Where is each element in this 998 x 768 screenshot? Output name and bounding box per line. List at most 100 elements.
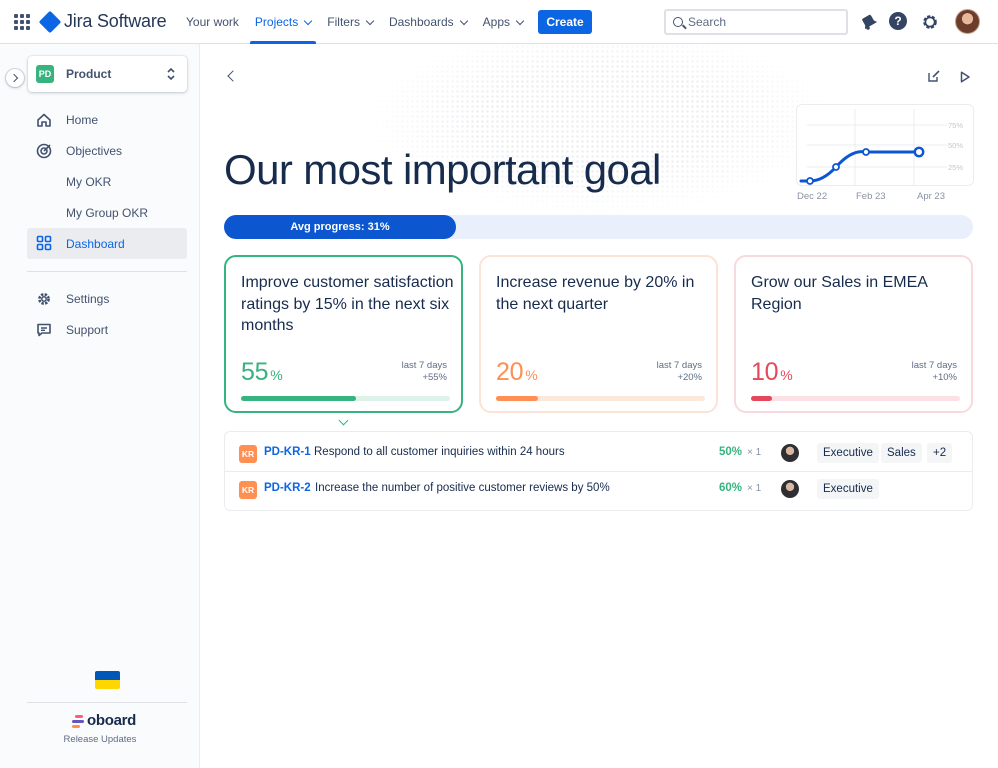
- objective-progress-bar: [751, 396, 960, 401]
- objective-percent-sign: %: [525, 367, 538, 383]
- sidebar-item-my-group-okr[interactable]: My Group OKR: [27, 197, 187, 228]
- objective-progress-bar: [496, 396, 705, 401]
- objective-change: last 7 days +20%: [657, 360, 702, 384]
- sidebar-item-label: My OKR: [66, 174, 112, 189]
- kr-title[interactable]: Respond to all customer inquiries within…: [314, 446, 565, 458]
- objective-cards: Improve customer satisfaction ratings by…: [224, 255, 973, 426]
- kr-label-tag[interactable]: Executive: [817, 443, 879, 463]
- x-tick-apr-23: Apr 23: [917, 191, 945, 202]
- trend-point-3: [862, 148, 870, 156]
- jira-diamond-icon: [38, 10, 62, 33]
- notifications-icon[interactable]: [859, 12, 879, 32]
- chevron-down-icon: [304, 16, 313, 25]
- sidebar-item-objectives[interactable]: Objectives: [27, 136, 187, 167]
- search-input[interactable]: [688, 13, 838, 31]
- dashboard-grid-icon: [36, 235, 52, 251]
- home-icon: [37, 113, 51, 127]
- kr-key-link[interactable]: PD-KR-1: [264, 446, 311, 458]
- objective-percent-sign: %: [780, 367, 793, 383]
- nav-label: Your work: [186, 15, 239, 29]
- chevron-down-icon: [459, 16, 468, 25]
- search-box[interactable]: [664, 9, 848, 35]
- nav-apps[interactable]: Apps: [475, 0, 531, 44]
- objective-change: last 7 days +55%: [402, 360, 447, 384]
- trend-chart: 75% 50% 25%: [796, 104, 974, 186]
- sidebar-item-dashboard[interactable]: Dashboard: [27, 228, 187, 259]
- settings-gear-icon[interactable]: [920, 12, 940, 32]
- objective-change: last 7 days +10%: [912, 360, 957, 384]
- create-button[interactable]: Create: [538, 10, 592, 34]
- y-tick-25: 25%: [948, 163, 963, 172]
- jira-logo[interactable]: Jira Software: [38, 10, 167, 33]
- nav-label: Filters: [327, 15, 360, 29]
- app-name: Jira Software: [64, 11, 167, 31]
- trend-point-1: [806, 177, 814, 185]
- objective-period: last 7 days: [656, 360, 702, 371]
- project-name: Product: [66, 67, 112, 81]
- chevron-down-icon: [365, 16, 375, 25]
- objective-percent: 20%: [496, 358, 538, 387]
- objective-progress-fill: [241, 396, 356, 401]
- top-navigation-bar: Jira Software Your work Projects Filters Da…: [0, 0, 998, 44]
- key-result-row[interactable]: KR PD-KR-1 Respond to all customer inquiri…: [225, 436, 972, 471]
- help-icon[interactable]: ?: [889, 12, 907, 30]
- kr-title[interactable]: Increase the number of positive customer…: [315, 482, 610, 494]
- kr-badge: KR: [239, 445, 257, 463]
- search-icon: [673, 17, 683, 27]
- kr-weight: × 1: [747, 447, 762, 458]
- objective-title: Improve customer satisfaction ratings by…: [241, 274, 454, 334]
- objective-card[interactable]: Increase revenue by 20% in the next quar…: [479, 255, 718, 413]
- kr-label-tag[interactable]: +2: [927, 443, 953, 463]
- oboard-logo[interactable]: oboard: [72, 712, 136, 729]
- oboard-brand: oboard: [87, 712, 137, 729]
- kr-label-tag[interactable]: Executive: [817, 479, 879, 499]
- objective-card[interactable]: Improve customer satisfaction ratings by…: [224, 255, 463, 413]
- trend-point-2: [832, 163, 840, 171]
- kr-weight: × 1: [747, 483, 762, 494]
- kr-label-tag[interactable]: Sales: [881, 443, 922, 463]
- objective-progress-bar: [241, 396, 450, 401]
- key-result-row[interactable]: KR PD-KR-2 Increase the number of positive…: [225, 471, 972, 506]
- objective-percent-value: 10: [751, 358, 779, 386]
- key-results-list: KR PD-KR-1 Respond to all customer inquiri…: [224, 431, 973, 511]
- sidebar-item-support[interactable]: Support: [27, 315, 187, 346]
- objective-percent: 55%: [241, 358, 283, 387]
- objective-progress-fill: [751, 396, 772, 401]
- nav-filters[interactable]: Filters: [319, 0, 381, 44]
- app-switcher-icon[interactable]: [14, 14, 30, 30]
- kr-owner-avatar[interactable]: [781, 444, 799, 462]
- kr-key-link[interactable]: PD-KR-2: [264, 482, 311, 494]
- edit-icon[interactable]: [928, 70, 940, 82]
- nav-projects[interactable]: Projects: [247, 0, 319, 44]
- trend-point-current: [913, 146, 925, 158]
- nav-your-work[interactable]: Your work: [178, 0, 247, 44]
- objective-card[interactable]: Grow our Sales in EMEA Region 10% last 7 d…: [734, 255, 973, 413]
- sidebar-item-settings[interactable]: Settings: [27, 284, 187, 315]
- objective-change-value: +10%: [932, 372, 957, 383]
- sidebar-footer-divider: [27, 702, 187, 703]
- objective-percent-value: 55: [241, 358, 269, 386]
- back-chevron-icon[interactable]: [227, 70, 239, 82]
- nav-dashboards[interactable]: Dashboards: [381, 0, 475, 44]
- page-title: Our most important goal: [224, 146, 661, 193]
- objective-progress-fill: [496, 396, 538, 401]
- collapse-sidebar-chevron-icon[interactable]: [6, 69, 24, 87]
- nav-label: Projects: [254, 15, 299, 29]
- sidebar-item-label: Home: [66, 113, 99, 128]
- objective-title: Grow our Sales in EMEA Region: [751, 274, 928, 313]
- kr-percent: 50%: [719, 446, 743, 458]
- user-avatar[interactable]: [955, 9, 980, 34]
- sidebar-item-my-okr[interactable]: My OKR: [27, 167, 187, 198]
- present-play-icon[interactable]: [960, 71, 970, 83]
- objective-change-value: +20%: [677, 372, 702, 383]
- target-icon: [36, 143, 52, 159]
- y-tick-75: 75%: [948, 121, 963, 130]
- kr-owner-avatar[interactable]: [781, 480, 799, 498]
- objective-title: Increase revenue by 20% in the next quar…: [496, 274, 695, 313]
- expand-chevron-down-icon[interactable]: [338, 415, 349, 426]
- release-updates-link[interactable]: Release Updates: [63, 734, 137, 745]
- sidebar-item-home[interactable]: Home: [27, 105, 187, 136]
- x-tick-feb-23: Feb 23: [856, 191, 886, 202]
- project-switcher[interactable]: PD Product: [28, 56, 187, 92]
- avg-progress-fill: Avg progress: 31%: [224, 215, 456, 239]
